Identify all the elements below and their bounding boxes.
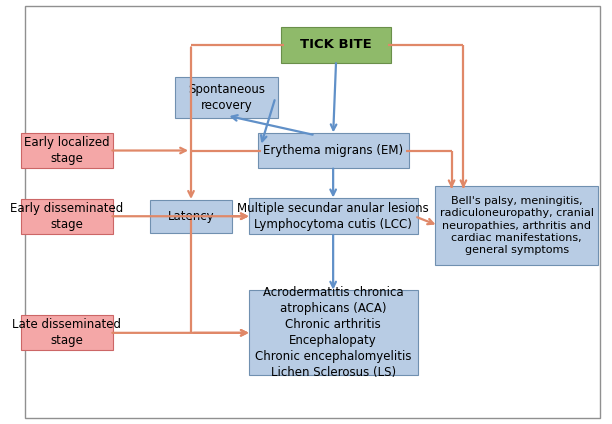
FancyBboxPatch shape	[21, 315, 113, 350]
Text: Latency: Latency	[168, 210, 214, 223]
FancyBboxPatch shape	[248, 290, 417, 375]
FancyBboxPatch shape	[248, 198, 417, 234]
Text: Early disseminated
stage: Early disseminated stage	[10, 202, 123, 231]
FancyBboxPatch shape	[258, 133, 409, 168]
FancyBboxPatch shape	[21, 199, 113, 234]
Text: Spontaneous
recovery: Spontaneous recovery	[188, 83, 265, 112]
Text: TICK BITE: TICK BITE	[300, 38, 372, 51]
Text: Early localized
stage: Early localized stage	[24, 136, 110, 165]
FancyBboxPatch shape	[282, 26, 391, 62]
Text: Erythema migrans (EM): Erythema migrans (EM)	[263, 144, 403, 157]
Text: Multiple secundar anular lesions
Lymphocytoma cutis (LCC): Multiple secundar anular lesions Lymphoc…	[237, 202, 429, 231]
FancyBboxPatch shape	[435, 187, 598, 265]
FancyBboxPatch shape	[174, 77, 278, 117]
Text: Late disseminated
stage: Late disseminated stage	[12, 318, 121, 347]
Text: Acrodermatitis chronica
atrophicans (ACA)
Chronic arthritis
Encephalopaty
Chroni: Acrodermatitis chronica atrophicans (ACA…	[255, 286, 411, 379]
FancyBboxPatch shape	[149, 200, 233, 233]
FancyBboxPatch shape	[21, 133, 113, 168]
Text: Bell's palsy, meningitis,
radiculoneuropathy, cranial
neuropathies, arthritis an: Bell's palsy, meningitis, radiculoneurop…	[440, 196, 594, 255]
